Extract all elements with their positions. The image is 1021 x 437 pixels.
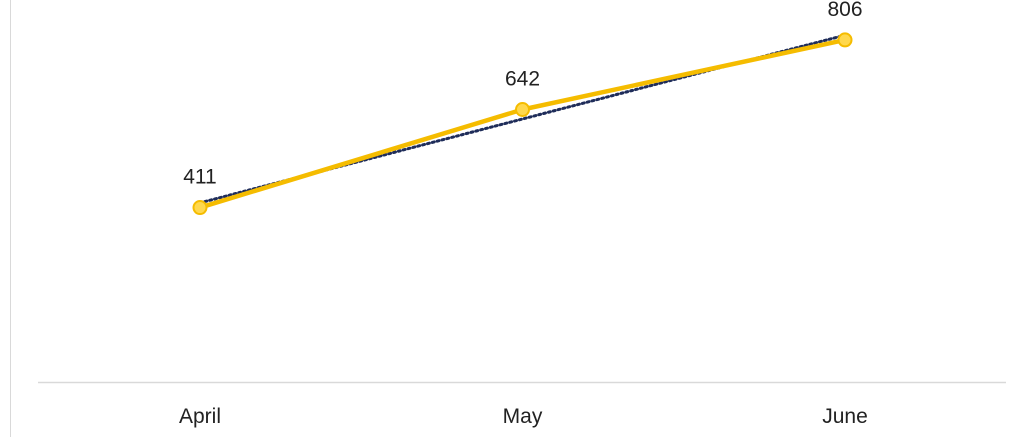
data-point-june xyxy=(837,32,853,48)
marker-layer xyxy=(192,32,853,216)
x-tick-label-april: April xyxy=(179,405,221,428)
data-label-april: 411 xyxy=(183,166,216,189)
x-tick-label-may: May xyxy=(503,405,543,428)
x-tick-layer: April May June xyxy=(179,405,868,428)
data-point-may xyxy=(515,102,530,118)
series-layer xyxy=(197,37,848,210)
data-label-layer: 411 642 806 xyxy=(183,0,862,189)
x-tick-label-june: June xyxy=(822,405,868,428)
series-line xyxy=(197,37,848,210)
data-label-may: 642 xyxy=(505,68,540,91)
data-label-june: 806 xyxy=(827,0,862,21)
data-point-april xyxy=(192,200,208,216)
